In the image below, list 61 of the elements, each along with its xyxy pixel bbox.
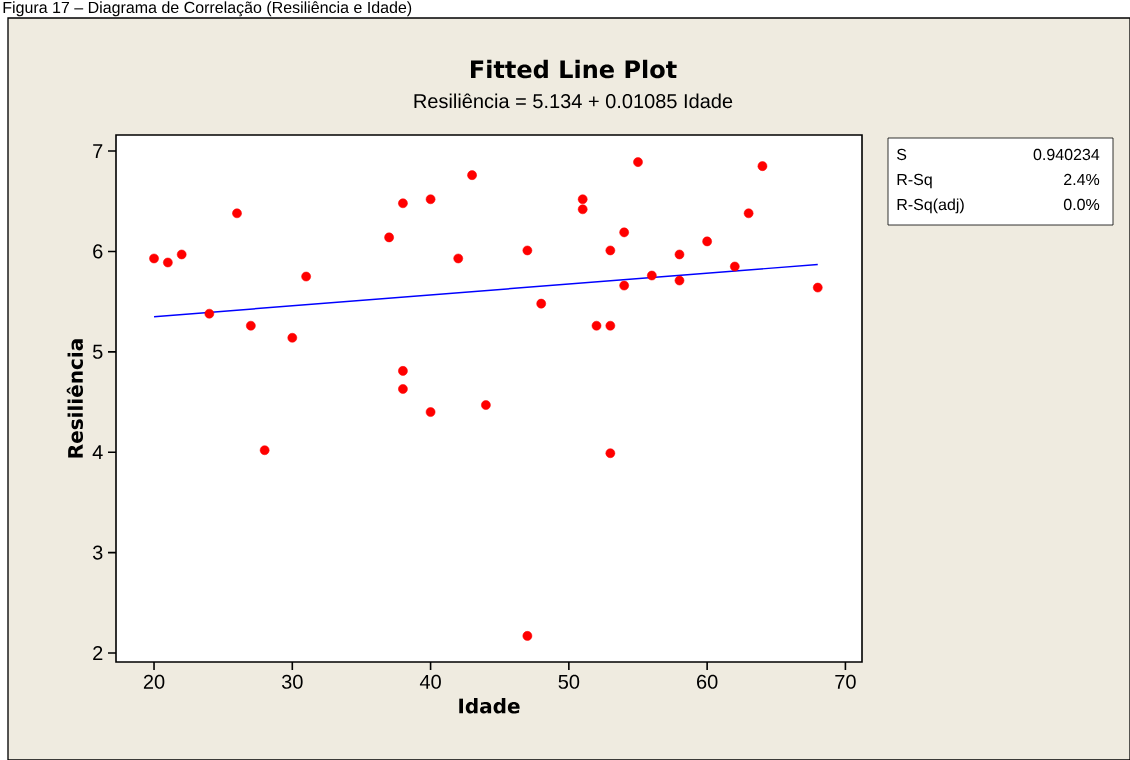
point xyxy=(674,249,685,260)
point xyxy=(633,157,643,167)
chart-title: Fitted Line Plot xyxy=(471,59,677,79)
point xyxy=(729,261,740,272)
text: R-Sq xyxy=(897,173,932,189)
point xyxy=(467,170,477,180)
point xyxy=(481,400,491,410)
x-axis-title: Idade xyxy=(459,698,520,714)
point xyxy=(674,275,685,286)
x-tick-label: 40 xyxy=(419,674,441,689)
point xyxy=(384,232,394,243)
point xyxy=(605,448,616,459)
point xyxy=(398,384,408,394)
y-tick-label: 2 xyxy=(93,645,103,660)
point xyxy=(425,407,436,417)
text: S xyxy=(897,148,907,161)
point xyxy=(647,270,657,281)
y-tick-label: 6 xyxy=(93,244,103,259)
text: 2.4% xyxy=(1064,173,1100,186)
point xyxy=(232,208,242,219)
point xyxy=(149,253,159,264)
y-tick-label: 5 xyxy=(92,344,103,359)
x-tick-label: 60 xyxy=(697,674,718,689)
point xyxy=(163,257,173,268)
point xyxy=(522,631,533,641)
text: R-Sq(adj) xyxy=(897,198,964,214)
text: 0.0% xyxy=(1063,198,1100,211)
y-tick-label: 3 xyxy=(92,545,103,560)
point xyxy=(176,249,187,260)
point xyxy=(246,320,256,331)
point xyxy=(301,271,311,282)
point xyxy=(743,208,754,219)
point xyxy=(591,320,602,331)
x-tick-label: 70 xyxy=(835,674,856,689)
point xyxy=(619,227,629,238)
point xyxy=(702,236,712,247)
point xyxy=(605,245,616,256)
point xyxy=(398,366,408,376)
text: Figura 17 – Diagrama de Correlação (Resiliência e Idade) xyxy=(3,1,412,17)
y-axis-title: Resiliência xyxy=(66,339,84,458)
point xyxy=(287,332,298,343)
point xyxy=(398,198,408,209)
point xyxy=(757,161,768,171)
point xyxy=(577,194,588,205)
point xyxy=(453,253,464,264)
point xyxy=(536,298,547,309)
point xyxy=(425,194,436,205)
x-tick-label: 50 xyxy=(558,674,580,689)
y-tick-label: 7 xyxy=(93,144,103,158)
text: 0.940234 xyxy=(1033,148,1100,161)
point xyxy=(812,282,823,293)
point xyxy=(619,280,629,291)
point xyxy=(605,320,616,331)
point xyxy=(204,308,215,319)
point xyxy=(522,245,533,256)
point xyxy=(259,445,270,456)
x-tick-label: 30 xyxy=(281,674,303,689)
x-tick-label: 20 xyxy=(143,674,165,689)
y-tick-label: 4 xyxy=(92,445,103,460)
chart-subtitle: Resiliência = 5.134 + 0.01085 Idade xyxy=(414,93,733,109)
point xyxy=(577,204,588,215)
